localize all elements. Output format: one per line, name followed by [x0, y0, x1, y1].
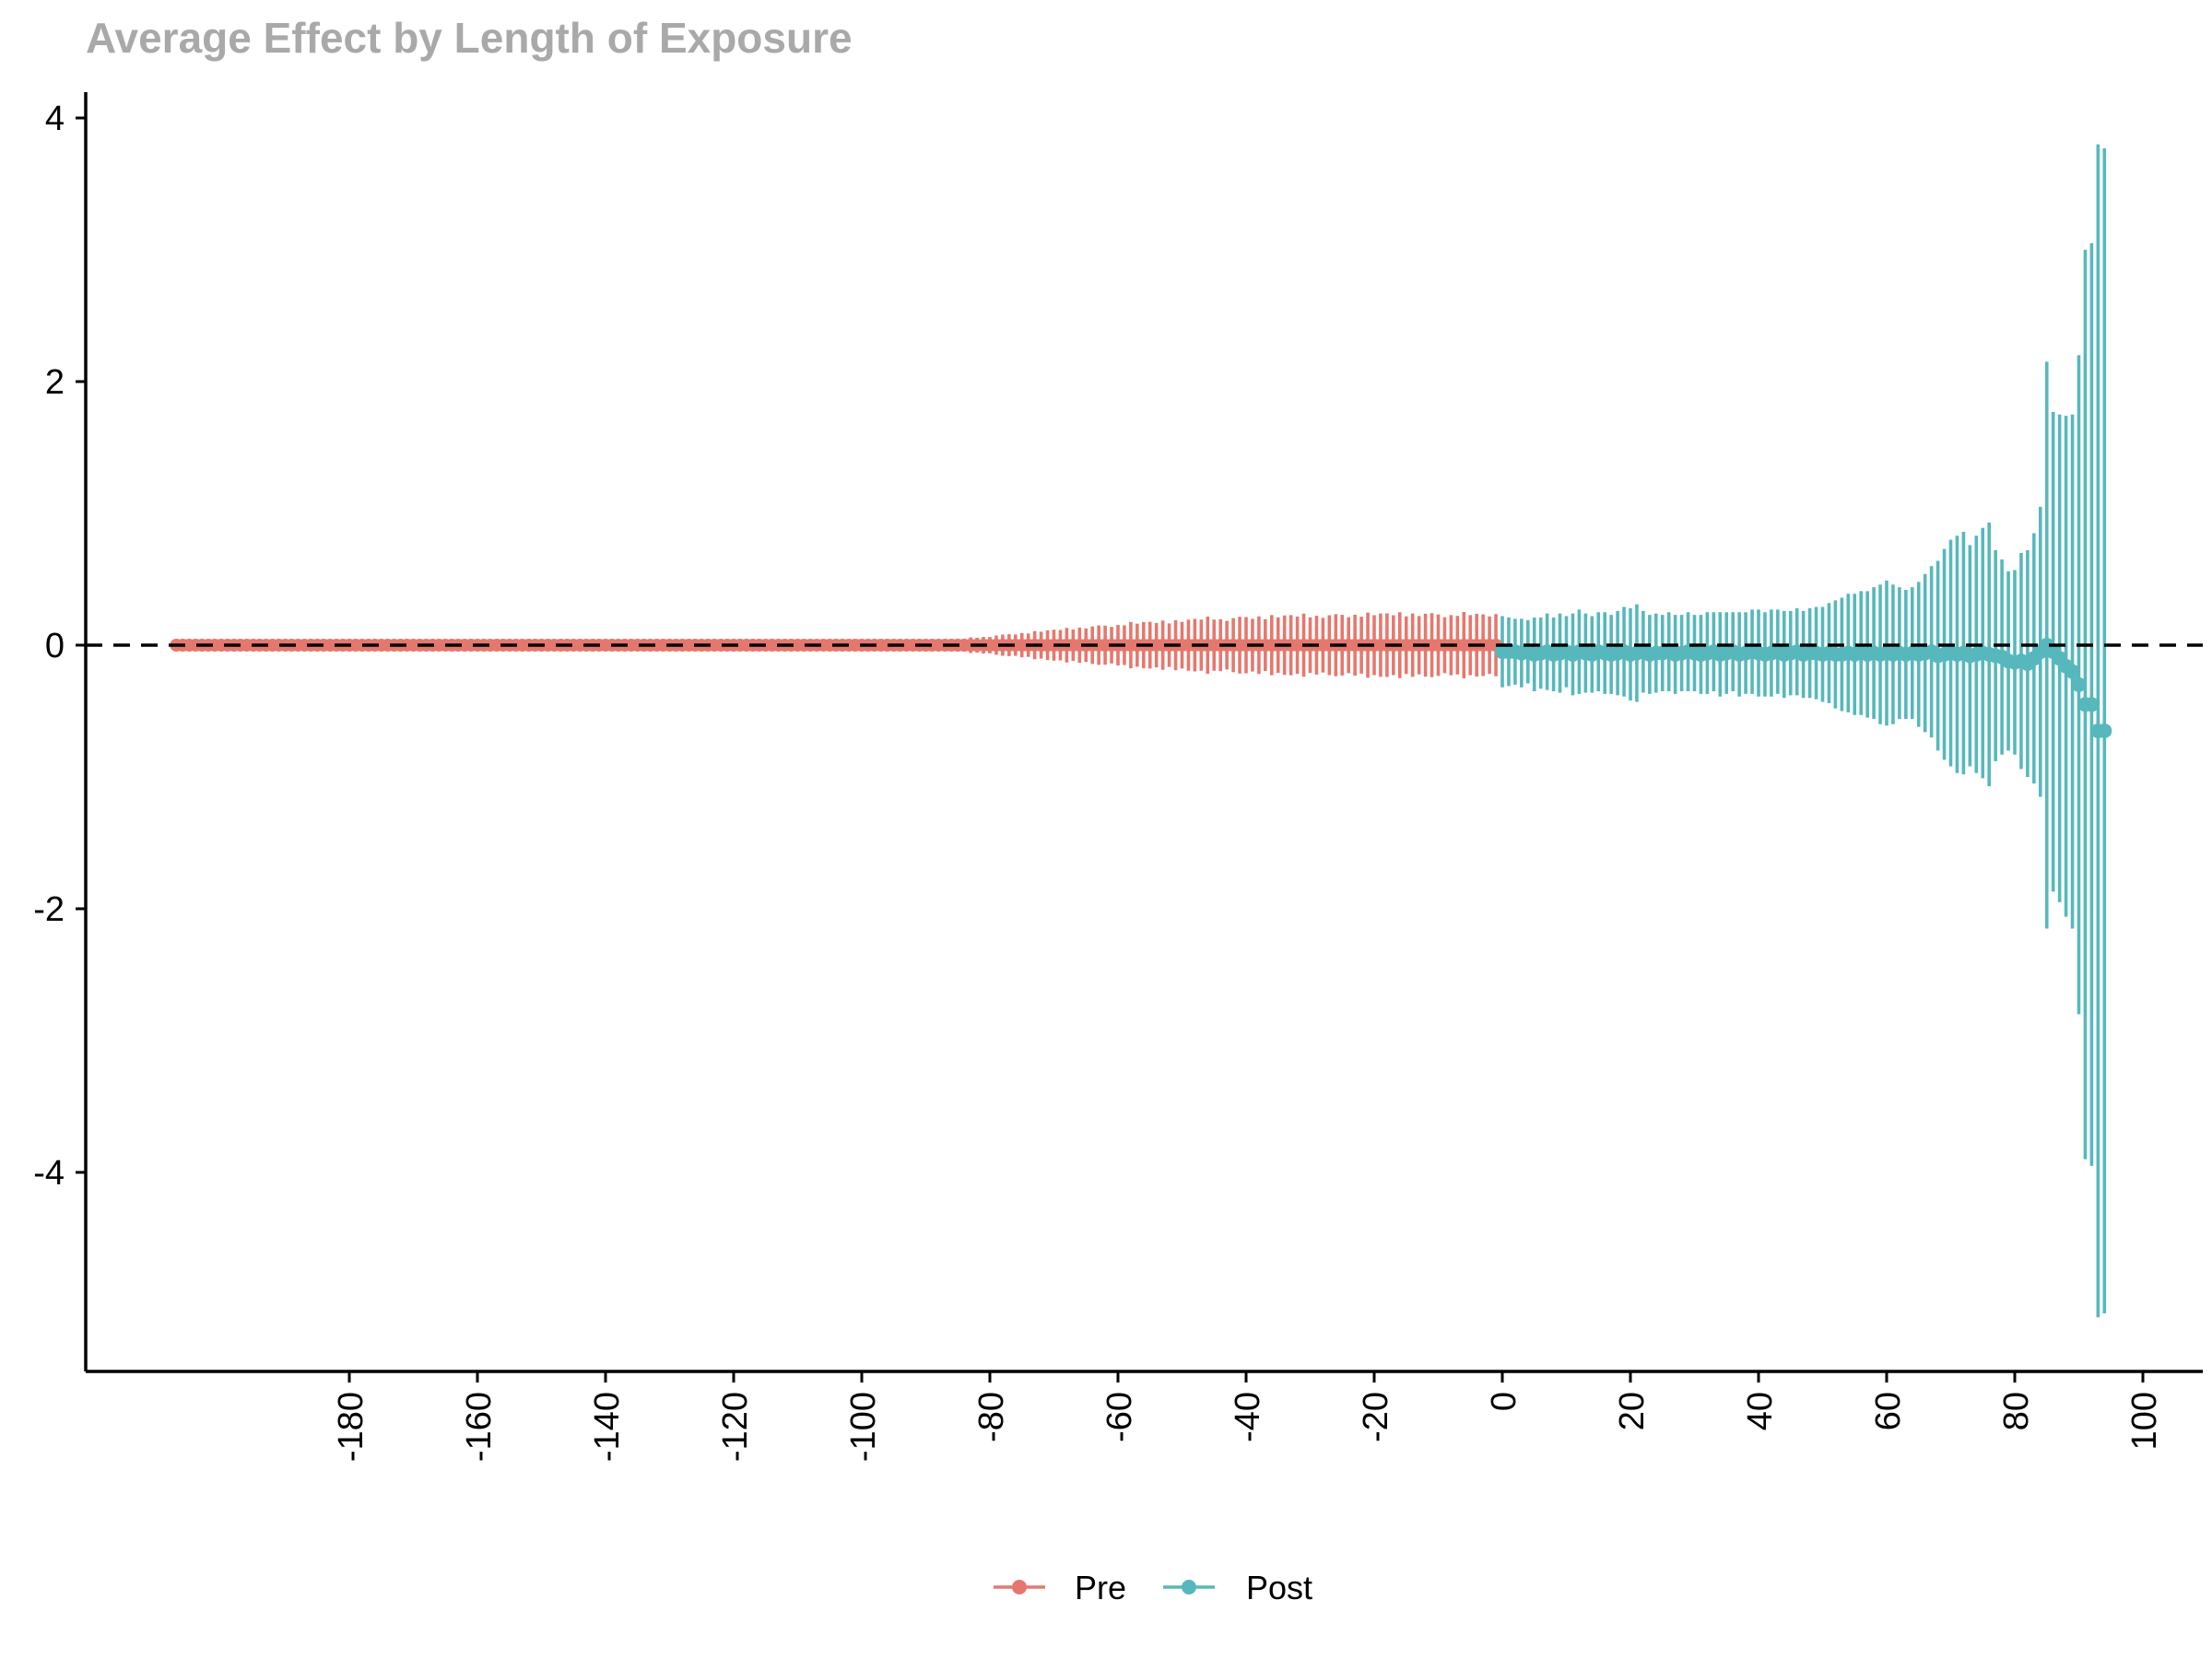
- legend: Pre Post: [994, 1569, 1312, 1606]
- chart-title: Average Effect by Length of Exposure: [86, 14, 853, 62]
- y-tick-label: -2: [33, 890, 65, 929]
- errorbar-layer: [174, 144, 2107, 1318]
- post-point: [2084, 697, 2100, 712]
- x-axis-ticks: -180 -160 -140 -120 -100 -80 -60 -40 -20 0 20 40 60 8…: [332, 1371, 2164, 1462]
- y-tick-label: 2: [45, 363, 65, 402]
- x-tick-label: 40: [1741, 1392, 1780, 1430]
- legend-label: Post: [1246, 1569, 1312, 1606]
- post-point: [2065, 664, 2080, 679]
- legend-key-dot: [1012, 1580, 1027, 1594]
- x-tick-label: -140: [588, 1392, 627, 1462]
- x-tick-label: -100: [844, 1392, 883, 1462]
- y-tick-label: 4: [45, 100, 65, 138]
- x-tick-label: -120: [716, 1392, 755, 1462]
- legend-key-dot: [1182, 1580, 1196, 1594]
- x-tick-label: -60: [1100, 1392, 1139, 1442]
- x-tick-label: 0: [1485, 1392, 1524, 1411]
- legend-item-pre: Pre: [994, 1569, 1126, 1606]
- x-tick-label: -40: [1229, 1392, 1267, 1442]
- x-tick-label: 100: [2125, 1392, 2164, 1450]
- x-tick-label: -80: [972, 1392, 1011, 1442]
- legend-label: Pre: [1075, 1569, 1126, 1606]
- y-axis-ticks: -4 -2 0 2 4: [33, 100, 86, 1193]
- post-point: [2071, 677, 2087, 692]
- x-tick-label: -180: [332, 1392, 371, 1462]
- x-tick-label: 20: [1613, 1392, 1652, 1430]
- legend-item-post: Post: [1163, 1569, 1312, 1606]
- x-tick-label: -20: [1357, 1392, 1395, 1442]
- post-point: [2097, 723, 2112, 738]
- x-tick-label: -160: [460, 1392, 499, 1462]
- y-tick-label: 0: [45, 627, 65, 665]
- x-tick-label: 60: [1869, 1392, 1908, 1430]
- point-layer: [170, 638, 2112, 738]
- x-tick-label: 80: [1997, 1392, 2036, 1430]
- y-tick-label: -4: [33, 1154, 65, 1193]
